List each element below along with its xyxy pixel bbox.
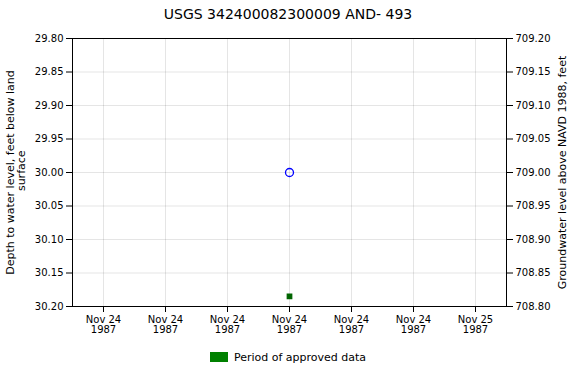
svg-text:708.95: 708.95 xyxy=(516,200,551,211)
svg-text:709.05: 709.05 xyxy=(516,133,551,144)
html-text:Period of approved data: Period of approved data xyxy=(233,350,367,364)
html-text:USGS 342400082300009 AND- 493: USGS 342400082300009 AND- 493 xyxy=(163,6,413,22)
svg-text:Nov 251987: Nov 251987 xyxy=(458,314,493,335)
svg-text:Nov 241987: Nov 241987 xyxy=(210,314,245,335)
svg-text:30.20: 30.20 xyxy=(35,301,64,312)
svg-text:Nov 241987: Nov 241987 xyxy=(334,314,369,335)
svg-text:29.80: 29.80 xyxy=(35,33,64,44)
svg-text:Nov 241987: Nov 241987 xyxy=(396,314,431,335)
svg-text:708.85: 708.85 xyxy=(516,267,551,278)
svg-text:Nov 241987: Nov 241987 xyxy=(148,314,183,335)
svg-text:Groundwater level above NAVD 1: Groundwater level above NAVD 1988, feet xyxy=(556,55,569,289)
svg-text:30.15: 30.15 xyxy=(35,267,64,278)
svg-text:709.10: 709.10 xyxy=(516,100,551,111)
svg-text:29.95: 29.95 xyxy=(35,133,64,144)
svg-text:708.80: 708.80 xyxy=(516,301,551,312)
svg-text:29.85: 29.85 xyxy=(35,66,64,77)
svg-text:30.10: 30.10 xyxy=(35,234,64,245)
svg-text:30.05: 30.05 xyxy=(35,200,64,211)
svg-text:29.90: 29.90 xyxy=(35,100,64,111)
svg-text:Nov 241987: Nov 241987 xyxy=(272,314,307,335)
svg-text:Nov 241987: Nov 241987 xyxy=(86,314,121,335)
svg-text:708.90: 708.90 xyxy=(516,234,551,245)
svg-text:Depth to water level, feet bel: Depth to water level, feet below land su… xyxy=(4,70,28,275)
svg-text:709.00: 709.00 xyxy=(516,167,551,178)
svg-text:709.20: 709.20 xyxy=(516,33,551,44)
svg-text:30.00: 30.00 xyxy=(35,167,64,178)
svg-text:709.15: 709.15 xyxy=(516,66,551,77)
